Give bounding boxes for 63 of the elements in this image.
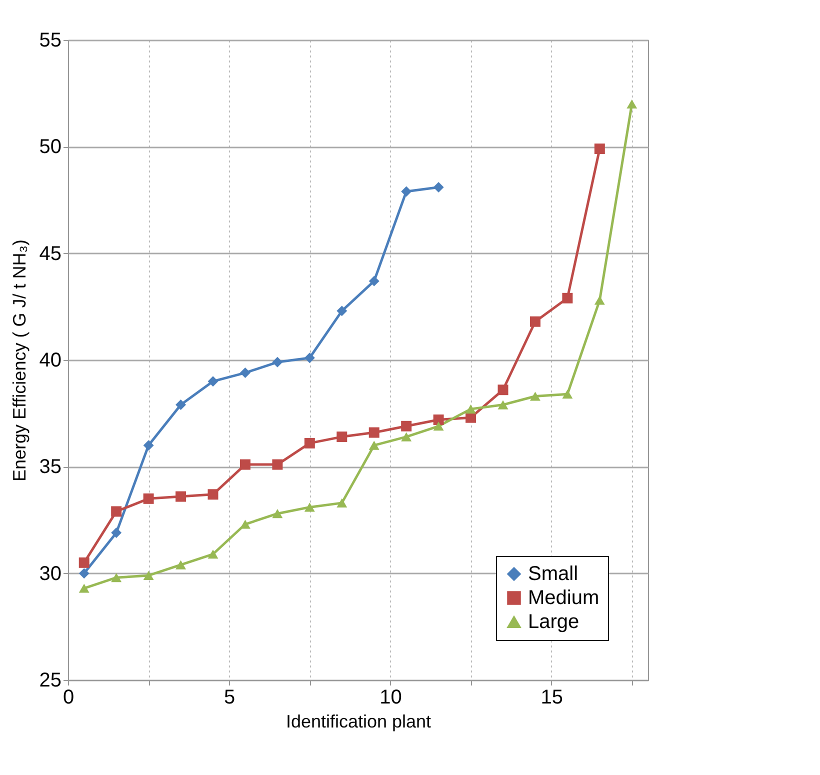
point	[336, 498, 348, 508]
point	[433, 422, 444, 431]
point	[240, 520, 250, 529]
point	[433, 414, 444, 425]
point	[208, 489, 218, 500]
y-tick-label: 35	[39, 456, 62, 478]
y-tick-label: 55	[39, 30, 62, 52]
legend-label: Small	[528, 563, 578, 585]
point	[143, 493, 154, 504]
point	[530, 316, 540, 327]
x-axis-title: Identification plant	[286, 712, 432, 732]
point	[562, 292, 573, 304]
y-tick-label: 30	[39, 562, 62, 585]
point	[78, 557, 90, 568]
legend-label: Medium	[528, 587, 600, 609]
x-tick-label: 5	[224, 686, 236, 708]
y-tick-label: 45	[39, 242, 62, 265]
point	[176, 400, 186, 410]
point	[530, 392, 540, 401]
point	[466, 404, 476, 414]
x-tick-label: 15	[540, 686, 563, 708]
point	[272, 356, 283, 368]
point	[143, 440, 154, 451]
point	[594, 296, 605, 305]
point	[240, 368, 250, 378]
point	[111, 506, 122, 517]
y-tick-label: 25	[39, 670, 62, 692]
y-axis-title: Energy Efficiency ( G J/ t NH₃)	[9, 239, 30, 482]
point	[401, 432, 412, 442]
x-tick-label: 10	[380, 686, 402, 708]
point	[336, 432, 348, 442]
y-tick-label: 50	[39, 136, 62, 158]
point	[368, 276, 380, 286]
point	[498, 400, 508, 410]
point	[176, 491, 186, 502]
point	[368, 440, 380, 450]
point	[272, 459, 283, 470]
point	[78, 584, 90, 593]
point	[336, 306, 348, 316]
point	[368, 427, 380, 438]
point	[143, 570, 154, 580]
legend-label: Large	[528, 611, 580, 633]
x-tick-label: 0	[62, 686, 74, 708]
point	[466, 412, 476, 423]
point	[401, 186, 412, 197]
point	[304, 438, 315, 448]
point	[111, 528, 122, 538]
y-tick-label: 40	[39, 350, 62, 372]
point	[562, 390, 573, 399]
point	[272, 509, 283, 518]
point	[433, 182, 444, 192]
point	[594, 144, 605, 154]
point	[208, 550, 218, 559]
point	[498, 384, 508, 396]
point	[176, 560, 186, 570]
point	[240, 459, 250, 470]
point	[304, 502, 315, 512]
point	[111, 573, 122, 582]
point	[208, 376, 218, 387]
point	[626, 99, 638, 109]
point	[78, 568, 90, 579]
point	[304, 352, 315, 364]
point	[401, 420, 412, 432]
